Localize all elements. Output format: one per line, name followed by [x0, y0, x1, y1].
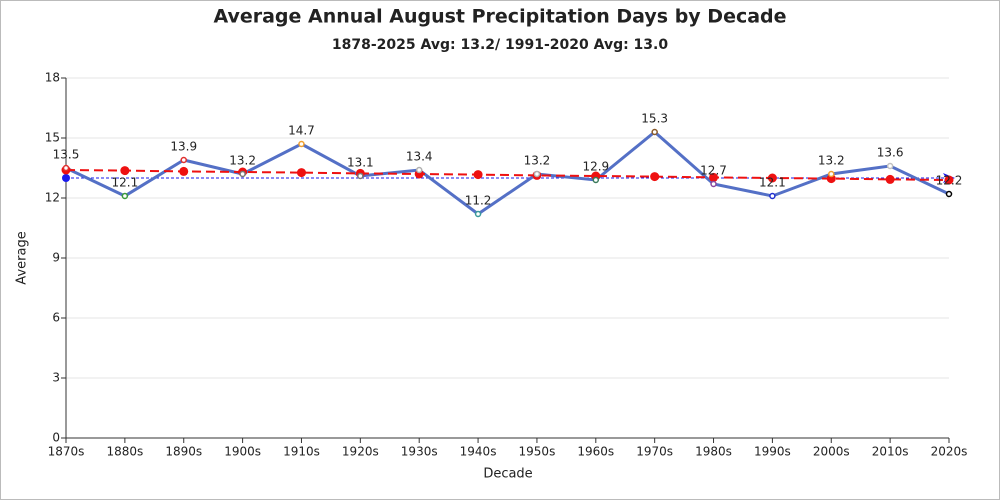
data-point: [769, 192, 776, 200]
data-point: [886, 162, 894, 170]
x-tick-label: 2020s: [931, 445, 968, 459]
x-tick-label: 1900s: [224, 445, 261, 459]
trend-point: [767, 173, 777, 183]
x-tick-label: 1880s: [106, 445, 143, 459]
series-line: [65, 169, 950, 181]
y-tick-label: 12: [45, 191, 60, 205]
data-label: 13.5: [53, 148, 80, 162]
data-point: [62, 164, 70, 172]
series-line: [65, 130, 950, 216]
x-tick-label: 1970s: [636, 445, 673, 459]
chart-subtitle: 1878-2025 Avg: 13.2/ 1991-2020 Avg: 13.0: [332, 37, 668, 53]
data-point: [239, 170, 246, 178]
data-point: [298, 140, 305, 148]
data-label: 13.2: [229, 154, 256, 168]
trend-point: [944, 175, 954, 185]
data-label: 13.4: [406, 150, 433, 164]
trend-point: [473, 170, 483, 180]
x-axis-label: Decade: [483, 467, 532, 482]
data-label: 13.2: [524, 154, 551, 168]
data-label: 14.7: [288, 124, 315, 138]
x-tick-label: 1950s: [519, 445, 556, 459]
y-tick-label: 6: [52, 311, 60, 325]
data-point: [592, 176, 600, 184]
y-axis-label: Average: [15, 231, 30, 284]
data-point: [474, 210, 482, 218]
y-tick-label: 15: [45, 131, 60, 145]
ref-point: [62, 174, 70, 182]
x-tick-label: 1990s: [754, 445, 791, 459]
data-point: [945, 190, 953, 198]
trend-point: [826, 174, 836, 184]
data-label: 11.2: [465, 194, 492, 208]
trend-point: [709, 172, 719, 182]
data-point: [180, 156, 187, 164]
data-point: [415, 166, 423, 174]
x-tick-label: 1940s: [460, 445, 497, 459]
data-point: [121, 192, 129, 200]
x-tick-label: 1920s: [342, 445, 379, 459]
trend-point: [296, 168, 306, 178]
chart-title: Average Annual August Precipitation Days…: [213, 6, 786, 28]
x-tick-label: 1980s: [695, 445, 732, 459]
x-tick-label: 2000s: [813, 445, 850, 459]
trend-point: [885, 174, 895, 184]
data-label: 12.1: [759, 176, 786, 190]
x-tick-label: 1890s: [165, 445, 202, 459]
y-tick-label: 9: [52, 251, 60, 265]
data-point: [710, 180, 717, 188]
data-label: 13.1: [347, 156, 374, 170]
data-label: 12.2: [936, 174, 963, 188]
y-tick-label: 18: [45, 71, 60, 85]
x-tick-label: 2010s: [872, 445, 909, 459]
y-tick-label: 3: [52, 371, 60, 385]
data-point: [828, 170, 835, 178]
y-tick-label: 0: [52, 431, 60, 445]
x-tick-label: 1910s: [283, 445, 320, 459]
data-label: 12.9: [582, 160, 609, 174]
trend-point: [120, 166, 130, 176]
data-label: 12.7: [700, 164, 727, 178]
data-label: 15.3: [641, 112, 668, 126]
x-tick-label: 1870s: [48, 445, 85, 459]
trend-point: [650, 172, 660, 182]
x-tick-label: 1960s: [577, 445, 614, 459]
data-label: 13.6: [877, 146, 904, 160]
trend-point: [179, 166, 189, 176]
data-label: 13.2: [818, 154, 845, 168]
data-label: 12.1: [112, 176, 139, 190]
data-point: [357, 172, 364, 180]
data-point: [651, 128, 658, 136]
x-tick-label: 1930s: [401, 445, 438, 459]
data-point: [533, 170, 541, 178]
data-label: 13.9: [170, 140, 197, 154]
